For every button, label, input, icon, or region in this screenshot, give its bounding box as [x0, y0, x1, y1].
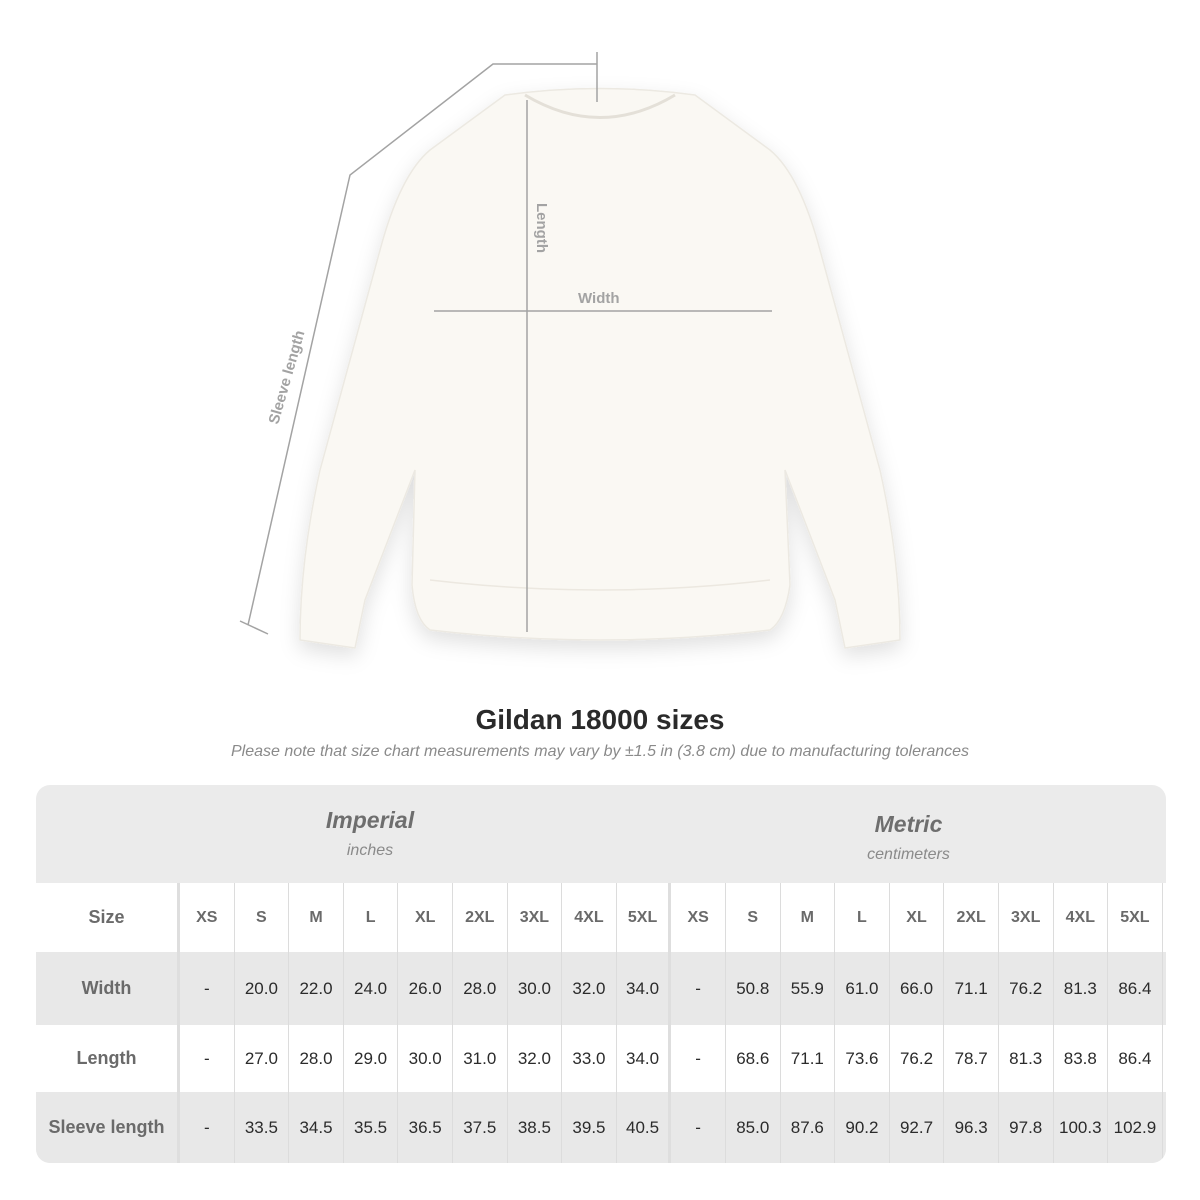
sleeve-length-row: Sleeve length -33.5 34.5 35.5 36.5 37.5 38.5 39…: [36, 1092, 1166, 1163]
imperial-value-cell: 34.0: [617, 952, 672, 1025]
metric-value-cell: 92.7: [890, 1092, 945, 1163]
size-header-cell: 5XL: [617, 883, 672, 952]
metric-value-cell: 86.4: [1108, 952, 1163, 1025]
imperial-value-cell: -: [180, 1025, 235, 1092]
tolerance-note: Please note that size chart measurements…: [230, 743, 970, 760]
metric-value-cell: 78.7: [944, 1025, 999, 1092]
metric-value-cell: 66.0: [890, 952, 945, 1025]
imperial-value-cell: 37.5: [453, 1092, 508, 1163]
metric-value-cell: 76.2: [890, 1025, 945, 1092]
metric-value-cell: 83.8: [1054, 1025, 1109, 1092]
size-header-cell: M: [289, 883, 344, 952]
width-label: Width: [578, 290, 620, 307]
imperial-value-cell: 27.0: [235, 1025, 290, 1092]
metric-value-cell: 68.6: [726, 1025, 781, 1092]
size-header-row: Size XS S M L XL 2XL 3XL 4XL 5XL XS S M L XL 2XL 3XL 4XL 5…: [36, 883, 1166, 952]
size-header-cell: 5XL: [1108, 883, 1163, 952]
size-header-cell: L: [344, 883, 399, 952]
page-title: Gildan 18000 sizes: [475, 704, 725, 735]
length-row: Length -27.0 28.0 29.0 30.0 31.0 32.0 33.0 34.0-…: [36, 1025, 1166, 1092]
imperial-value-cell: 20.0: [235, 952, 290, 1025]
imperial-header: Imperial inches: [180, 785, 560, 883]
imperial-value-cell: 28.0: [289, 1025, 344, 1092]
imperial-value-cell: 29.0: [344, 1025, 399, 1092]
size-header-cell: 4XL: [562, 883, 617, 952]
imperial-value-cell: 33.5: [235, 1092, 290, 1163]
imperial-value-cell: 33.0: [562, 1025, 617, 1092]
imperial-value-cell: 24.0: [344, 952, 399, 1025]
row-label: Width: [36, 952, 180, 1025]
metric-value-cell: 61.0: [835, 952, 890, 1025]
metric-value-cell: -: [671, 952, 726, 1025]
imperial-value-cell: 32.0: [562, 952, 617, 1025]
size-header-cell: 2XL: [944, 883, 999, 952]
imperial-value-cell: 34.0: [617, 1025, 672, 1092]
metric-value-cell: 73.6: [835, 1025, 890, 1092]
size-header-cell: S: [235, 883, 290, 952]
imperial-value-cell: 28.0: [453, 952, 508, 1025]
row-label: Length: [36, 1025, 180, 1092]
imperial-value-cell: 22.0: [289, 952, 344, 1025]
metric-value-cell: 86.4: [1108, 1025, 1163, 1092]
imperial-unit: inches: [346, 842, 394, 859]
metric-value-cell: 76.2: [999, 952, 1054, 1025]
size-header-cell: L: [835, 883, 890, 952]
metric-value-cell: 96.3: [944, 1092, 999, 1163]
row-label: Size: [36, 883, 180, 952]
imperial-value-cell: 39.5: [562, 1092, 617, 1163]
metric-value-cell: 100.3: [1054, 1092, 1109, 1163]
size-header-cell: XS: [671, 883, 726, 952]
measurement-lines: [239, 52, 772, 635]
size-header-cell: XL: [398, 883, 453, 952]
width-row: Width -20.0 22.0 24.0 26.0 28.0 30.0 32.0 34.0-5…: [36, 952, 1166, 1025]
imperial-value-cell: 30.0: [398, 1025, 453, 1092]
metric-value-cell: 90.2: [835, 1092, 890, 1163]
length-label: Length: [533, 203, 550, 253]
size-header-cell: 4XL: [1054, 883, 1109, 952]
metric-value-cell: 97.8: [999, 1092, 1054, 1163]
metric-value-cell: 71.1: [781, 1025, 836, 1092]
sweatshirt-diagram: Length Width Sleeve length: [239, 52, 901, 649]
imperial-title: Imperial: [325, 807, 415, 833]
metric-value-cell: 81.3: [1054, 952, 1109, 1025]
metric-value-cell: 71.1: [944, 952, 999, 1025]
metric-value-cell: 55.9: [781, 952, 836, 1025]
imperial-value-cell: 34.5: [289, 1092, 344, 1163]
size-table: Imperial inches Metric centimeters Size X…: [36, 785, 1166, 1163]
imperial-value-cell: 40.5: [617, 1092, 672, 1163]
imperial-value-cell: 30.0: [508, 952, 563, 1025]
sweatshirt-image: [299, 87, 901, 649]
size-header-cell: XS: [180, 883, 235, 952]
metric-title: Metric: [874, 811, 943, 837]
imperial-value-cell: 31.0: [453, 1025, 508, 1092]
imperial-value-cell: 36.5: [398, 1092, 453, 1163]
metric-value-cell: 87.6: [781, 1092, 836, 1163]
size-header-cell: 3XL: [508, 883, 563, 952]
metric-unit: centimeters: [867, 846, 950, 863]
metric-value-cell: 81.3: [999, 1025, 1054, 1092]
metric-value-cell: -: [671, 1025, 726, 1092]
size-header-cell: XL: [890, 883, 945, 952]
imperial-value-cell: -: [180, 1092, 235, 1163]
size-header-cell: 2XL: [453, 883, 508, 952]
imperial-value-cell: 38.5: [508, 1092, 563, 1163]
metric-value-cell: 102.9: [1108, 1092, 1163, 1163]
sleeve-length-label: Sleeve length: [266, 328, 309, 426]
size-header-cell: 3XL: [999, 883, 1054, 952]
imperial-value-cell: -: [180, 952, 235, 1025]
imperial-value-cell: 26.0: [398, 952, 453, 1025]
size-header-cell: S: [726, 883, 781, 952]
row-label: Sleeve length: [36, 1092, 180, 1163]
size-header-cell: M: [781, 883, 836, 952]
metric-header: Metric centimeters: [716, 785, 1101, 883]
imperial-value-cell: 32.0: [508, 1025, 563, 1092]
metric-value-cell: 50.8: [726, 952, 781, 1025]
metric-value-cell: 85.0: [726, 1092, 781, 1163]
metric-value-cell: -: [671, 1092, 726, 1163]
imperial-value-cell: 35.5: [344, 1092, 399, 1163]
